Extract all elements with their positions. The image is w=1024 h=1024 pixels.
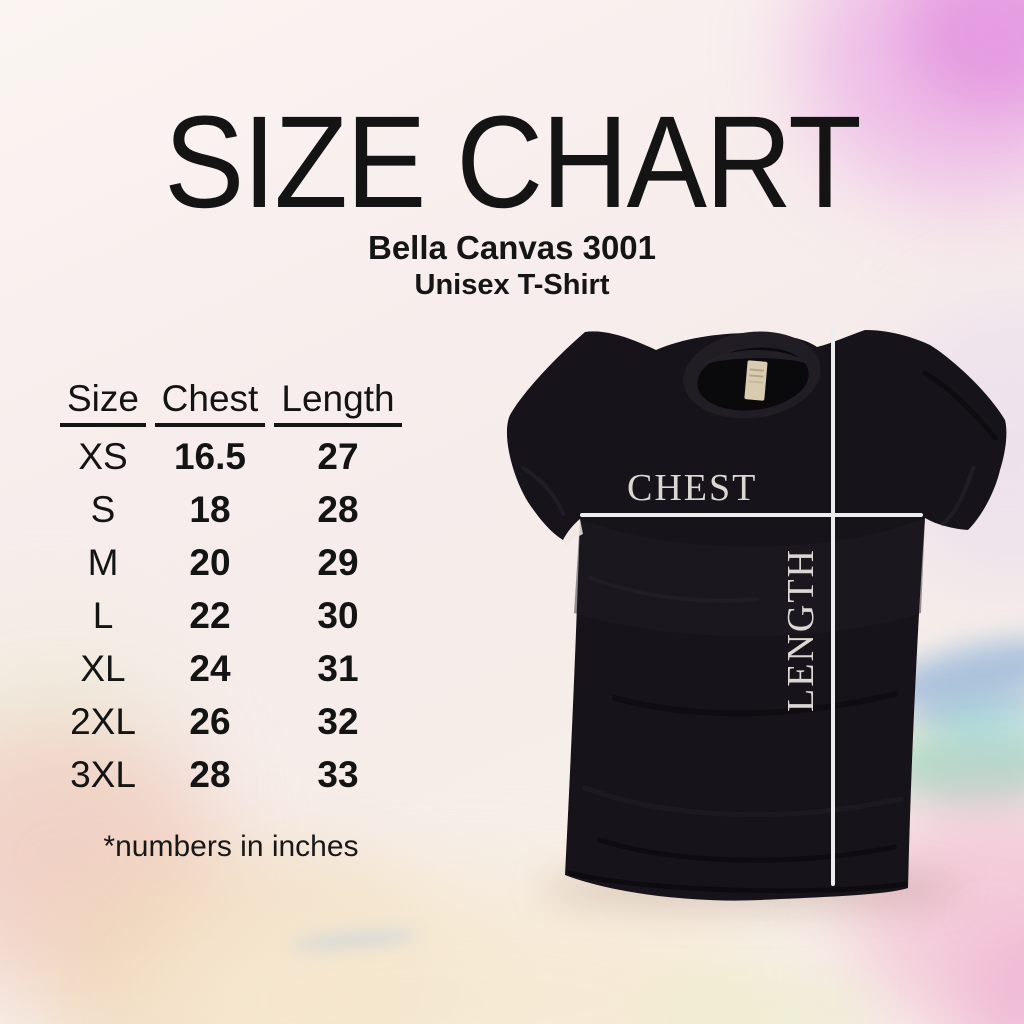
chest-measure-line	[580, 513, 923, 517]
length-measure-line	[831, 327, 835, 886]
size-cell: XS	[78, 435, 128, 477]
chest-cell: 26	[189, 700, 231, 742]
size-table-body: XS 16.5 27 S 18 28 M 20 29 L 22 30 XL 24…	[55, 430, 407, 801]
chest-label: CHEST	[627, 467, 758, 509]
column-header-chest: Chest	[151, 378, 269, 427]
size-cell: S	[90, 488, 116, 530]
length-cell: 30	[317, 594, 359, 636]
length-cell: 31	[317, 647, 359, 689]
length-label: LENGTH	[780, 548, 822, 712]
size-cell: M	[87, 541, 119, 583]
chest-cell: 24	[189, 647, 231, 689]
size-cell: 3XL	[70, 753, 136, 795]
tshirt-body	[506, 330, 1007, 901]
product-type: Unisex T-Shirt	[414, 269, 610, 301]
chest-cell: 16.5	[173, 435, 246, 477]
page-title: SIZE CHART	[164, 88, 862, 235]
size-table: Size Chest Length XS 16.5 27 S 18 28 M 2…	[55, 378, 407, 864]
table-footnote: *numbers in inches	[103, 830, 359, 863]
watercolor-peach-bottomleft	[40, 850, 460, 1024]
length-cell: 28	[317, 488, 359, 530]
chest-cell: 20	[189, 541, 231, 583]
tshirt-image	[506, 330, 1007, 901]
length-cell: 29	[317, 541, 359, 583]
watercolor-rose-corner	[960, 920, 1024, 1024]
column-header-size: Size	[55, 378, 151, 427]
watercolor-olive-bottom	[640, 970, 880, 1024]
neck-tag	[744, 360, 768, 401]
watercolor-magenta-spot	[905, 0, 1024, 110]
size-cell: 2XL	[70, 700, 136, 742]
size-cell: L	[92, 594, 114, 636]
chest-cell: 22	[189, 594, 231, 636]
chest-cell: 18	[189, 488, 231, 530]
chest-cell: 28	[189, 753, 231, 795]
watercolor-blue-streak-bottomleft	[289, 926, 421, 954]
length-cell: 32	[317, 700, 359, 742]
product-name: Bella Canvas 3001	[367, 229, 657, 266]
size-cell: XL	[80, 647, 126, 689]
length-cell: 33	[317, 753, 359, 795]
length-cell: 27	[317, 435, 359, 477]
size-table-header-row: Size Chest Length	[55, 378, 407, 427]
column-header-length: Length	[269, 378, 407, 427]
